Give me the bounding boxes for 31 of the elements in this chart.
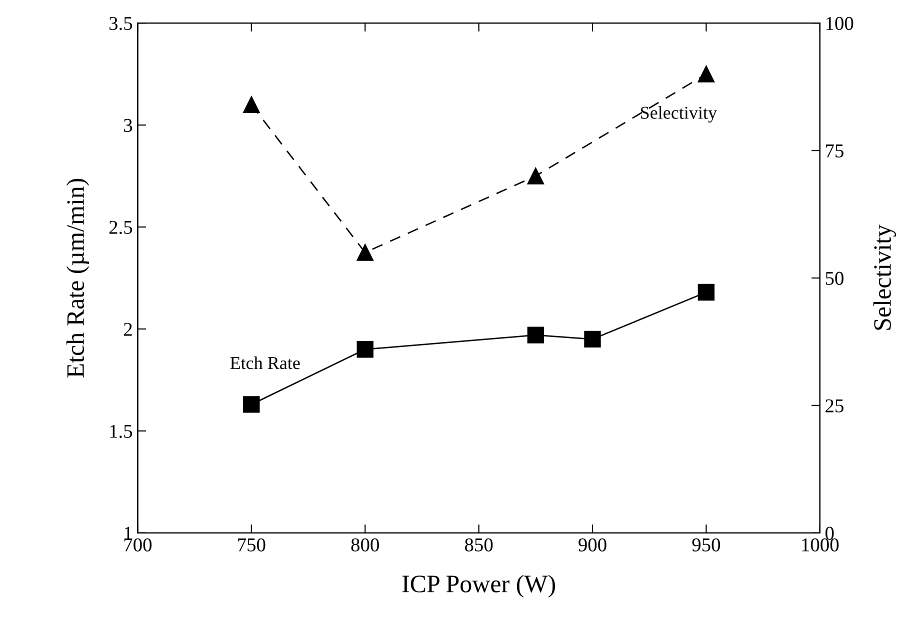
- point: [698, 66, 715, 82]
- y-tick-label: 2: [124, 322, 132, 336]
- y2-tick-label: 100: [826, 16, 854, 30]
- y-tick-label: 3: [124, 118, 132, 132]
- series-label: Selectivity: [641, 106, 717, 123]
- y-tick-label: 1.5: [110, 424, 132, 438]
- y-axis-title: Etch Rate (µm/min): [66, 178, 90, 378]
- y2-axis-title: Selectivity: [873, 224, 896, 330]
- x-tick-label: 850: [464, 538, 493, 552]
- point: [243, 96, 260, 113]
- x-tick-label: 750: [238, 538, 266, 552]
- x-tick-label: 700: [124, 538, 152, 552]
- point: [243, 396, 260, 413]
- y2-tick-label: 50: [826, 272, 844, 285]
- y2-tick-label: 0: [825, 526, 834, 540]
- x-axis-title: ICP Power (W): [402, 574, 555, 598]
- y-tick-label: 3.5: [109, 16, 132, 30]
- point: [356, 341, 374, 358]
- x-tick-label: 900: [578, 538, 606, 552]
- point: [527, 168, 544, 184]
- y2-tick-label: 75: [826, 144, 844, 158]
- point: [356, 244, 374, 261]
- y-tick-label: 2.5: [109, 220, 132, 234]
- y2-tick-label: 25: [826, 399, 844, 412]
- x-tick-label: 950: [692, 538, 720, 552]
- x-tick-label: 800: [351, 538, 379, 552]
- point: [584, 330, 601, 348]
- series-label: Etch Rate: [230, 356, 300, 370]
- point: [698, 284, 715, 301]
- x-tick-label: 1000: [802, 538, 839, 552]
- point: [527, 326, 544, 344]
